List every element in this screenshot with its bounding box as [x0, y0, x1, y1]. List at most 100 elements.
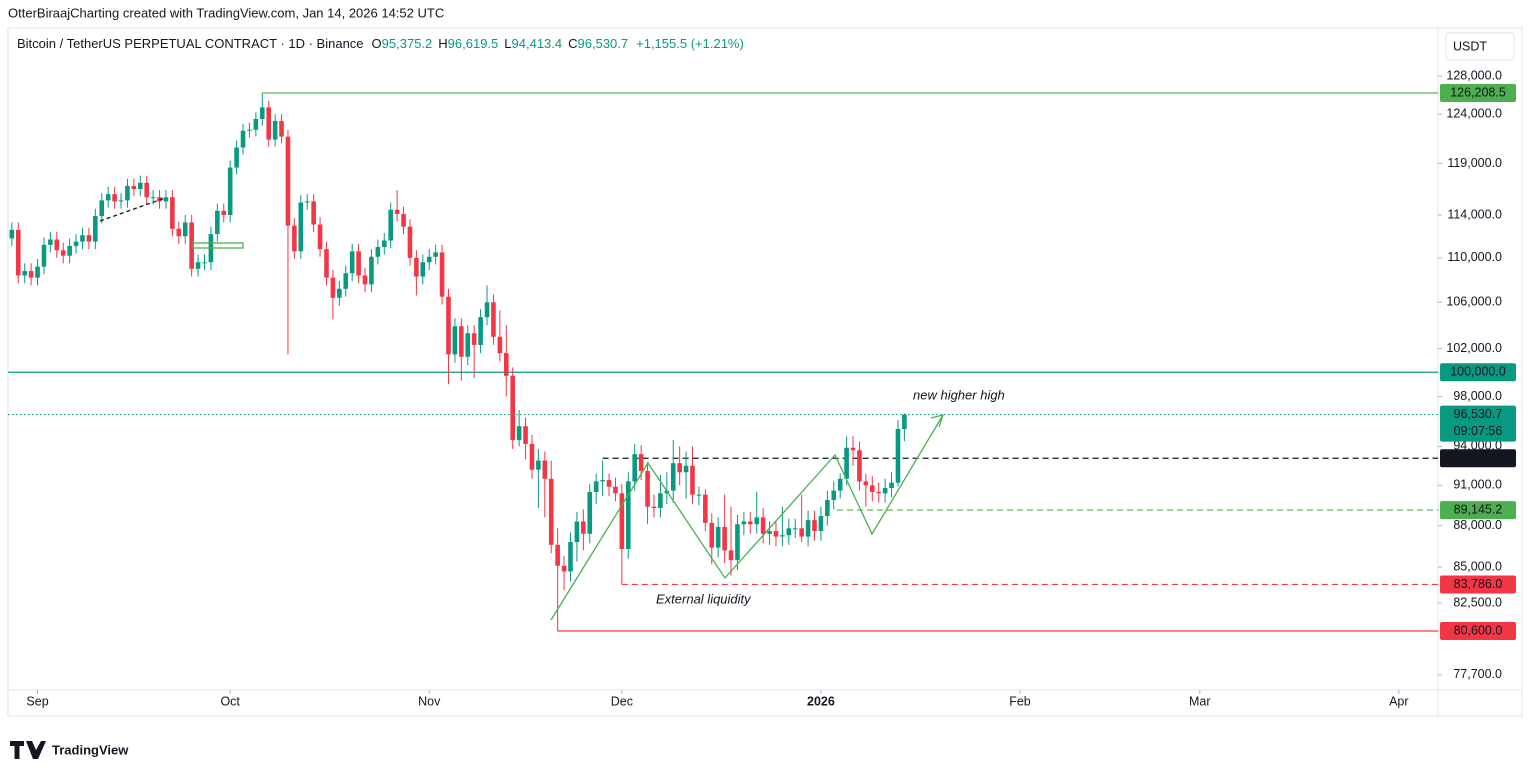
price-label: 83,786.0 [1454, 577, 1503, 591]
candle-body [574, 521, 580, 543]
candle-body [703, 494, 708, 523]
candle-body [844, 447, 849, 479]
candle-body [805, 520, 811, 537]
candle-body [677, 463, 682, 473]
candle-body [394, 209, 400, 214]
candle-body [125, 185, 130, 201]
candle-body [330, 277, 336, 298]
drawings [99, 197, 944, 621]
candle-body [48, 239, 53, 245]
candle-body [112, 194, 117, 202]
price-label-box [1440, 363, 1516, 382]
x-tick-label: Sep [26, 694, 48, 708]
candle-body [722, 526, 727, 551]
candle-body [825, 499, 830, 517]
candle-body [484, 302, 490, 318]
candle-body [876, 491, 882, 494]
x-tick-label: Dec [611, 694, 633, 708]
candle-body [889, 482, 894, 489]
candle-body [317, 224, 323, 250]
candle-body [202, 262, 207, 264]
y-tick-label: 77,700.0 [1453, 667, 1502, 681]
candle-body [780, 535, 785, 537]
candle-body [215, 210, 220, 235]
candle-body [343, 273, 349, 289]
candle-body [452, 326, 458, 355]
candle-body [369, 256, 374, 285]
candle-body [292, 225, 297, 252]
brand: TradingView [52, 742, 129, 757]
candle-body [754, 517, 760, 525]
candle-body [356, 251, 361, 276]
candle-body [324, 249, 329, 278]
currency: USDT [1453, 39, 1487, 53]
candle-body [581, 521, 586, 534]
price-label-box [1440, 405, 1516, 442]
candle-body [619, 493, 625, 549]
candle-body [760, 517, 766, 534]
candle-body [381, 240, 387, 248]
candle-body [516, 426, 522, 441]
candle-body [625, 481, 631, 549]
candle-body [433, 252, 438, 257]
candle-body [285, 136, 291, 226]
candle-body [503, 353, 509, 376]
candle-body [195, 262, 201, 269]
candle-body [837, 478, 843, 491]
candle-body [93, 216, 98, 242]
candle-body [73, 241, 79, 246]
ohlc-value: 94,413.4 [512, 36, 563, 51]
candle-body [786, 528, 792, 536]
candle-body [9, 229, 15, 239]
candle-body [709, 522, 715, 548]
candle-body [414, 257, 419, 277]
candle-body [118, 200, 124, 202]
price-label: 96,530.7 [1454, 407, 1503, 421]
ohlc-value: 95,375.2 [382, 36, 433, 51]
candle-body [548, 478, 554, 545]
candle-body [28, 271, 34, 278]
candle-body [221, 210, 227, 216]
ohlc-key: H [438, 36, 447, 51]
candle-body [600, 480, 605, 482]
candle-body [593, 481, 599, 492]
candle-body [497, 336, 503, 354]
candle-body [658, 493, 663, 508]
candle-body [529, 443, 535, 470]
candle-body [54, 239, 60, 251]
x-tick-label: 2026 [807, 694, 835, 708]
ohlc-key: C [568, 36, 577, 51]
candle-body [253, 118, 259, 130]
price-label-box [1440, 449, 1516, 468]
change: +1,155.5 (+1.21%) [636, 36, 744, 51]
candle-body [728, 550, 734, 561]
candle-body [362, 275, 368, 285]
price-label: 89,145.2 [1454, 502, 1503, 516]
candle-body [767, 531, 772, 534]
brand-logo: TradingView [10, 741, 129, 759]
candle-body [337, 288, 342, 298]
candle-body [471, 333, 477, 345]
y-tick-label: 114,000.0 [1447, 207, 1502, 221]
y-tick-label: 102,000.0 [1446, 341, 1502, 355]
candle-body [67, 245, 72, 256]
arrow-head [930, 414, 944, 428]
x-tick-label: Nov [418, 694, 441, 708]
candle-body [247, 129, 252, 131]
candle-body [22, 271, 27, 276]
candle-body [266, 107, 272, 140]
y-tick-label: 94,000.0 [1453, 439, 1502, 453]
price-label: 80,600.0 [1454, 623, 1503, 637]
candle-body [491, 302, 496, 337]
candle-body [587, 491, 593, 534]
candle-body [144, 182, 149, 198]
candle-body [857, 450, 862, 482]
price-label: 93,080.0 [1454, 451, 1503, 465]
candle-body [176, 228, 182, 237]
y-tick-label: 128,000.0 [1446, 68, 1502, 82]
annotation: External liquidity [656, 591, 752, 606]
candle-body [651, 506, 657, 508]
candle-body [407, 226, 413, 258]
